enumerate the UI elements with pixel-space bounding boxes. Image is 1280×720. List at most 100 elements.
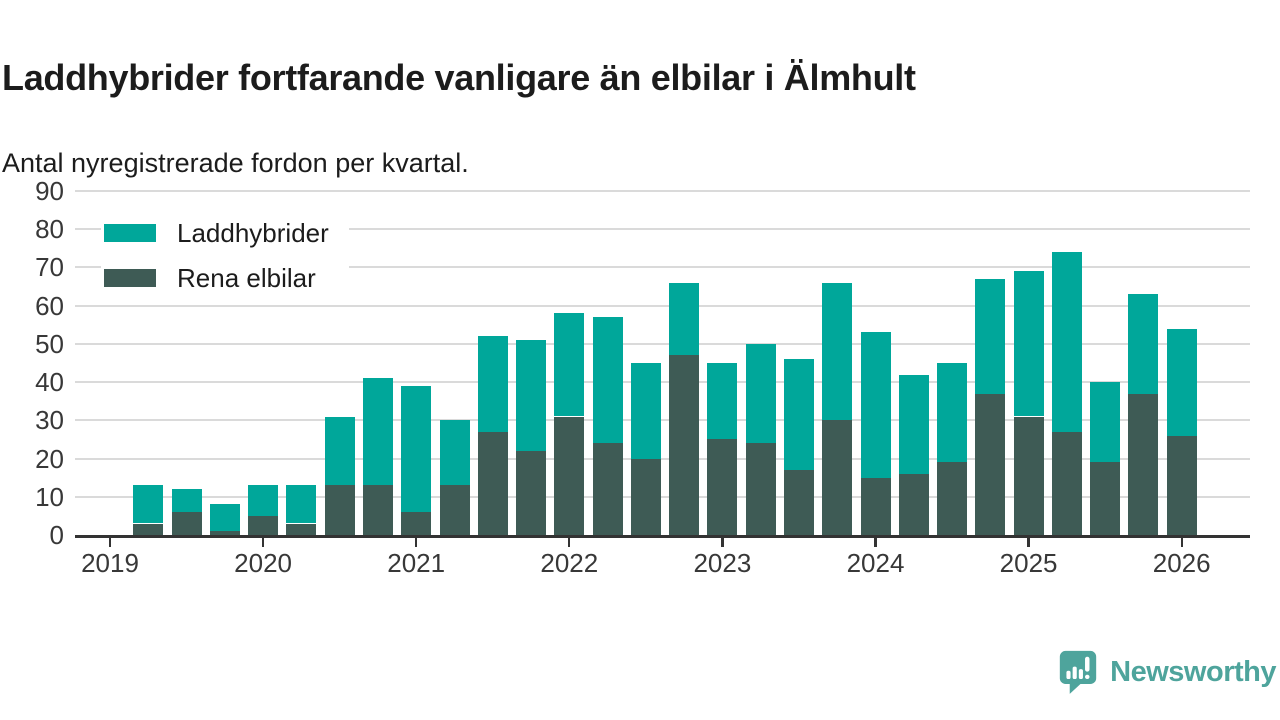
x-axis-label: 2020	[234, 548, 293, 578]
bar-segment-laddhybrider	[133, 485, 164, 524]
bar-segment-laddhybrider	[669, 282, 700, 356]
x-axis-tick	[874, 538, 877, 547]
legend-item-rena-elbilar: Rena elbilar	[104, 265, 329, 291]
gridline	[75, 381, 1250, 384]
bar-segment-laddhybrider	[592, 317, 623, 444]
legend-item-laddhybrider: Laddhybrider	[104, 220, 329, 246]
x-axis-line	[75, 535, 1250, 538]
brand-footer: Newsworthy	[1059, 650, 1276, 694]
bar-segment-rena-elbilar	[554, 416, 585, 535]
legend-label-rena-elbilar: Rena elbilar	[177, 263, 316, 293]
x-axis-tick	[261, 538, 265, 547]
bar-segment-rena-elbilar	[248, 515, 279, 535]
bar-segment-laddhybrider	[401, 385, 432, 512]
bar-segment-laddhybrider	[516, 340, 546, 451]
newsworthy-logo-icon	[1059, 650, 1097, 694]
bar-segment-laddhybrider	[362, 378, 393, 486]
bar-segment-rena-elbilar	[669, 355, 700, 535]
bar-segment-laddhybrider	[171, 489, 202, 512]
bar-segment-laddhybrider	[783, 359, 814, 470]
bar-segment-laddhybrider	[324, 416, 355, 486]
brand-name: Newsworthy	[1110, 655, 1276, 688]
gridline	[75, 342, 1250, 345]
bar-segment-laddhybrider	[745, 343, 776, 444]
bar-segment-rena-elbilar	[975, 393, 1006, 535]
gridline	[75, 228, 1250, 231]
x-axis-tick	[721, 538, 724, 547]
bar-segment-laddhybrider	[554, 313, 585, 417]
y-axis-label: 40	[35, 367, 64, 398]
legend-swatch-rena-elbilar	[104, 269, 156, 287]
x-axis-label: 2026	[1152, 548, 1211, 578]
bar-segment-rena-elbilar	[439, 485, 470, 535]
bar-segment-laddhybrider	[1013, 271, 1044, 417]
bar-segment-laddhybrider	[286, 485, 317, 524]
x-axis-label: 2025	[999, 548, 1058, 578]
bar-segment-rena-elbilar	[707, 439, 738, 535]
bar-segment-rena-elbilar	[745, 443, 776, 535]
bar-segment-laddhybrider	[822, 282, 853, 421]
bar-segment-rena-elbilar	[783, 470, 814, 535]
x-axis-tick	[1027, 538, 1030, 547]
bar-segment-laddhybrider	[1128, 294, 1159, 394]
x-axis-label: 2021	[387, 548, 446, 578]
gridline	[75, 457, 1250, 460]
bar-segment-rena-elbilar	[477, 431, 508, 535]
bar-segment-rena-elbilar	[401, 512, 432, 535]
y-axis-label: 20	[35, 443, 64, 474]
bar-segment-rena-elbilar	[1013, 416, 1044, 535]
legend-label-laddhybrider: Laddhybrider	[177, 218, 329, 248]
y-axis-label: 10	[35, 481, 64, 512]
chart-subtitle: Antal nyregistrerade fordon per kvartal.	[2, 148, 469, 178]
bar-segment-laddhybrider	[1166, 328, 1197, 436]
bar-segment-rena-elbilar	[286, 523, 317, 535]
bar-segment-rena-elbilar	[630, 458, 661, 535]
bar-segment-rena-elbilar	[1166, 435, 1197, 535]
bar-segment-laddhybrider	[209, 504, 240, 532]
chart-title: Laddhybrider fortfarande vanligare än el…	[2, 57, 916, 99]
bar-segment-rena-elbilar	[592, 443, 623, 535]
bar-segment-laddhybrider	[898, 374, 929, 474]
bar-segment-rena-elbilar	[822, 420, 853, 535]
bar-segment-rena-elbilar	[516, 450, 546, 535]
x-axis-label: 2019	[81, 548, 139, 578]
y-axis-label: 70	[35, 252, 64, 283]
bar-segment-rena-elbilar	[362, 485, 393, 535]
bar-segment-rena-elbilar	[1090, 462, 1121, 535]
bar-segment-rena-elbilar	[324, 485, 355, 535]
bar-segment-laddhybrider	[1051, 252, 1082, 432]
bar-segment-rena-elbilar	[171, 512, 202, 535]
bar-segment-rena-elbilar	[898, 473, 929, 535]
y-axis-label: 50	[35, 328, 64, 359]
x-axis-tick	[568, 538, 571, 547]
bar-segment-laddhybrider	[1090, 382, 1121, 463]
y-axis-label: 60	[35, 290, 64, 321]
bar-segment-laddhybrider	[248, 485, 279, 516]
gridline	[75, 190, 1250, 192]
x-axis-label: 2022	[540, 548, 599, 578]
bar-segment-rena-elbilar	[860, 477, 891, 535]
bar-segment-laddhybrider	[975, 278, 1006, 394]
x-axis-tick	[108, 538, 112, 547]
bar-segment-rena-elbilar	[209, 531, 240, 535]
bar-segment-laddhybrider	[937, 363, 967, 463]
bar-segment-rena-elbilar	[1128, 393, 1159, 535]
x-axis-tick	[415, 538, 418, 547]
y-axis-label: 90	[35, 176, 64, 206]
bar-segment-rena-elbilar	[133, 523, 164, 535]
gridline	[75, 495, 1250, 498]
bar-segment-laddhybrider	[439, 420, 470, 486]
x-axis-label: 2024	[846, 548, 905, 578]
gridline	[75, 266, 1250, 269]
legend: Laddhybrider Rena elbilar	[101, 213, 349, 299]
gridline	[75, 304, 1250, 307]
y-axis-label: 0	[49, 520, 64, 550]
x-axis-tick	[1180, 538, 1183, 547]
y-axis-label: 30	[35, 405, 64, 436]
bar-segment-rena-elbilar	[937, 462, 967, 535]
bar-segment-laddhybrider	[477, 336, 508, 432]
bar-segment-rena-elbilar	[1051, 431, 1082, 535]
bar-segment-laddhybrider	[860, 332, 891, 478]
